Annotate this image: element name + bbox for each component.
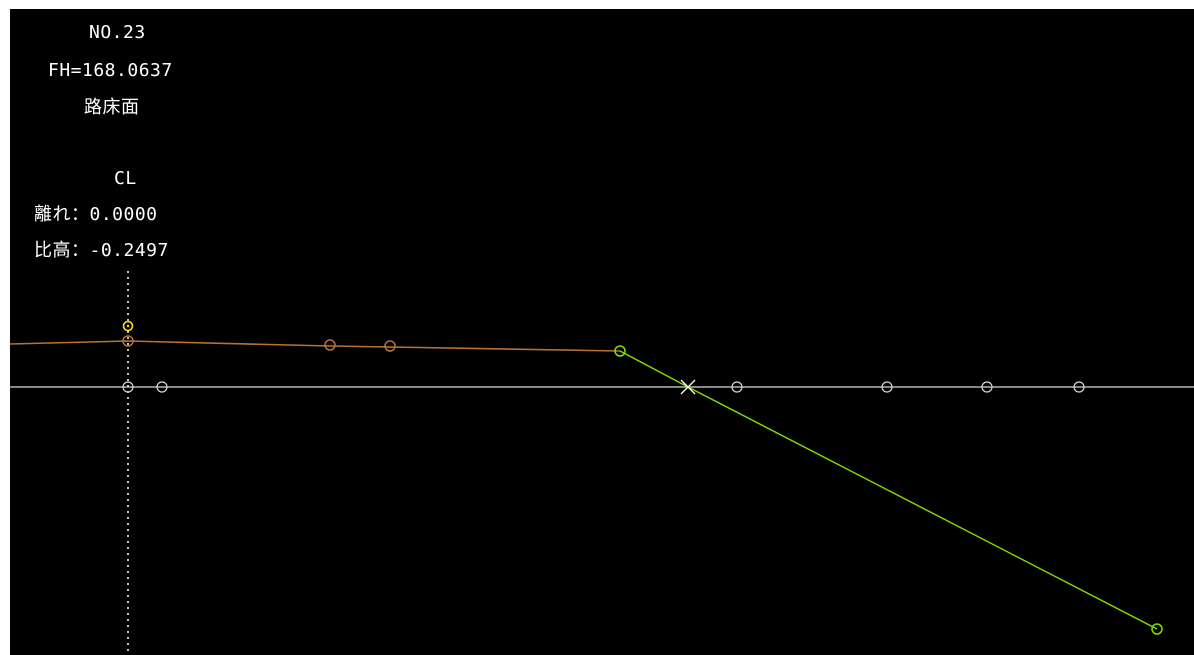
- slope-line: [619, 350, 1158, 630]
- height-readout: 比高：-0.2497: [34, 240, 169, 262]
- centerline-label: CL: [114, 168, 137, 189]
- surface-name: 路床面: [84, 97, 140, 118]
- ground-vertex[interactable]: [981, 381, 993, 393]
- ground-vertex[interactable]: [156, 381, 168, 393]
- cross-section-viewport[interactable]: NO.23 FH=168.0637 路床面 CL 離れ：0.0000 比高：-0…: [10, 9, 1194, 655]
- cross-section-drawing[interactable]: [10, 9, 1194, 655]
- slope-vertex-markers: [614, 345, 1163, 635]
- station-number: NO.23: [89, 22, 146, 43]
- formation-height: FH=168.0637: [48, 60, 173, 81]
- ground-vertex[interactable]: [731, 381, 743, 393]
- slope-top-vertex[interactable]: [614, 345, 626, 357]
- selected-point-marker[interactable]: [122, 320, 134, 332]
- offset-readout: 離れ：0.0000: [34, 204, 158, 226]
- ground-vertex-markers: [122, 381, 1085, 393]
- ground-vertex[interactable]: [1073, 381, 1085, 393]
- design-vertex[interactable]: [122, 335, 134, 347]
- offset-label: 離れ: [34, 204, 71, 225]
- height-label: 比高: [34, 240, 71, 261]
- design-vertex-markers: [122, 335, 396, 352]
- design-surface-line: [10, 340, 621, 352]
- ground-vertex[interactable]: [122, 381, 134, 393]
- offset-separator: ：: [71, 204, 90, 225]
- ground-vertex[interactable]: [881, 381, 893, 393]
- height-separator: ：: [71, 240, 90, 261]
- offset-value: 0.0000: [89, 204, 158, 225]
- design-vertex[interactable]: [324, 339, 336, 351]
- slope-bottom-vertex[interactable]: [1151, 623, 1163, 635]
- design-vertex[interactable]: [384, 340, 396, 352]
- height-value: -0.2497: [89, 240, 169, 261]
- intersection-cross-icon: [680, 379, 696, 395]
